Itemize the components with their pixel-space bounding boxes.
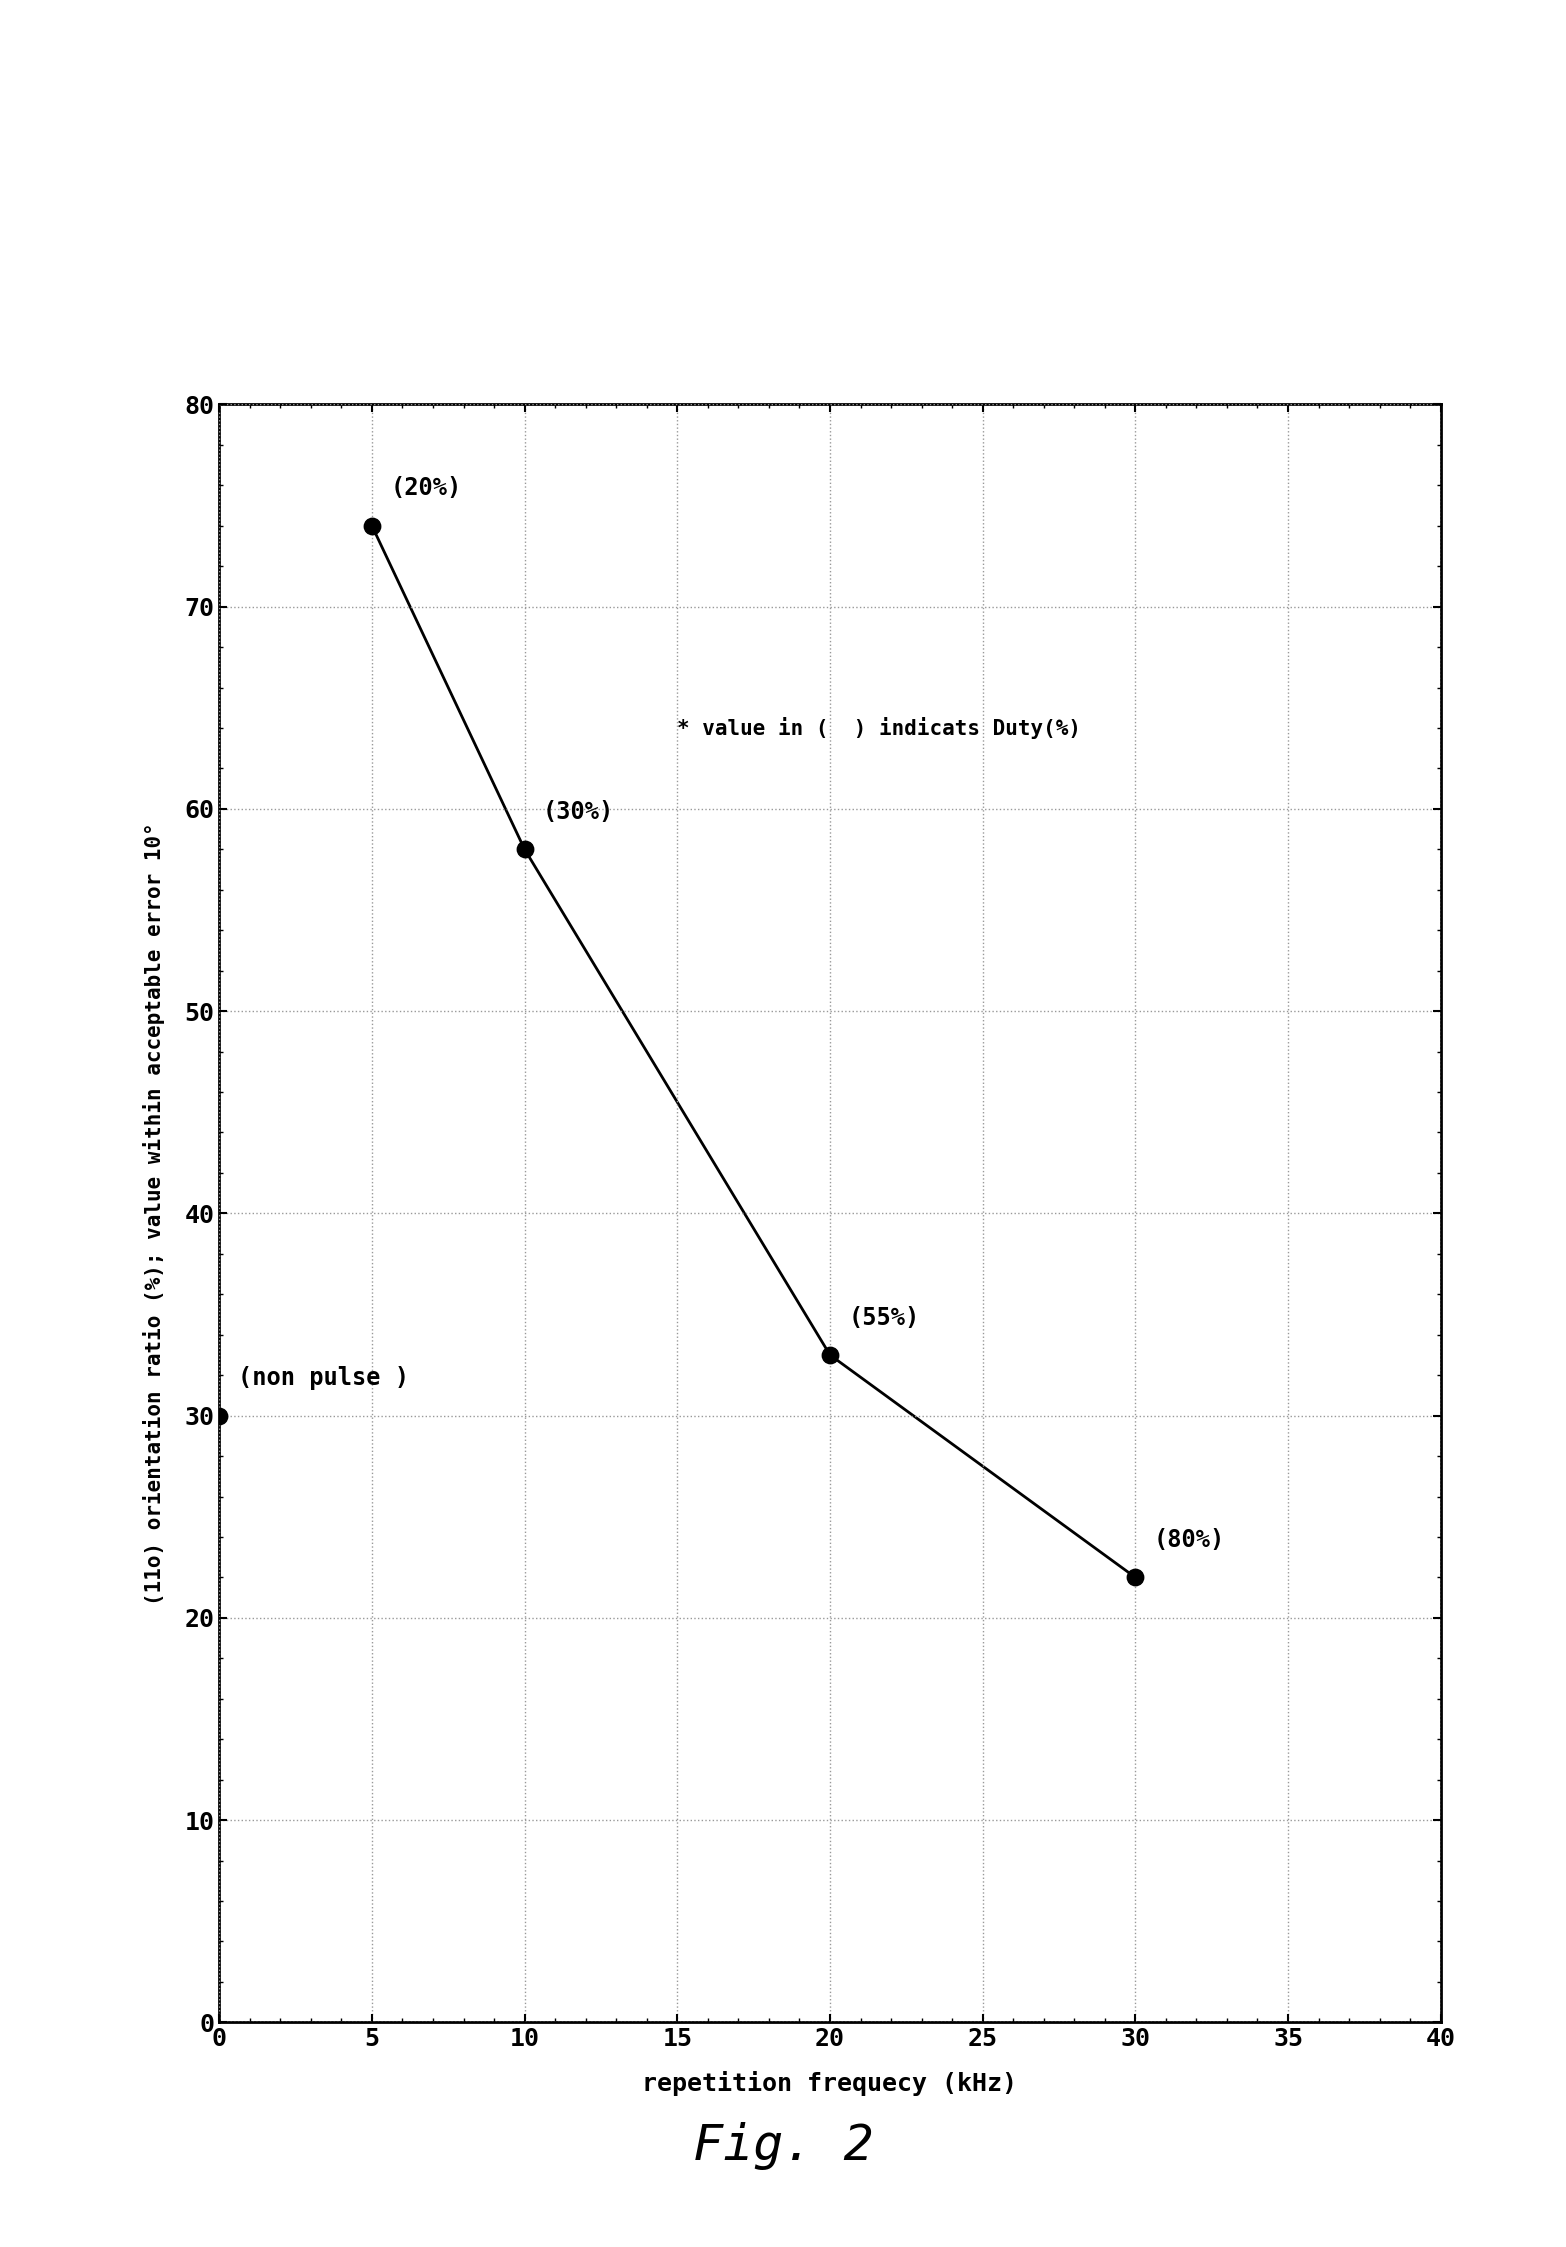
Text: Fig. 2: Fig. 2: [692, 2121, 874, 2171]
Point: [207, 1398, 232, 1434]
Point: [360, 508, 385, 544]
Y-axis label: (11o) orientation ratio (%); value within acceptable error 10°: (11o) orientation ratio (%); value withi…: [143, 822, 164, 1604]
Text: (80%): (80%): [1154, 1528, 1225, 1553]
Text: (20%): (20%): [390, 476, 462, 501]
Text: (30%): (30%): [543, 800, 614, 825]
Text: (55%): (55%): [849, 1306, 919, 1330]
X-axis label: repetition frequecy (kHz): repetition frequecy (kHz): [642, 2069, 1018, 2096]
Point: [817, 1337, 843, 1373]
Text: (non pulse ): (non pulse ): [238, 1366, 409, 1391]
Point: [1123, 1559, 1148, 1595]
Point: [512, 831, 537, 867]
Text: * value in (  ) indicats Duty(%): * value in ( ) indicats Duty(%): [678, 717, 1081, 739]
